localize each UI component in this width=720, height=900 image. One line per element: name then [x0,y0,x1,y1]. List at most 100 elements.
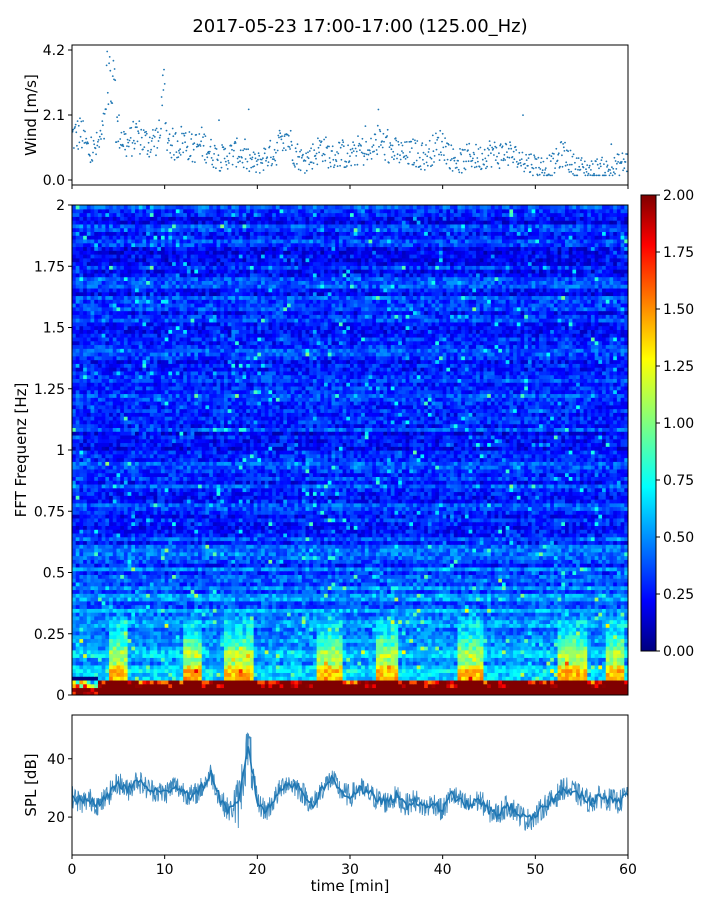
spectrogram-cell [350,680,354,684]
spectrogram-cell [357,601,361,605]
spectrogram-cell [139,627,143,631]
spectrogram-cell [202,608,206,612]
spectrogram-cell [254,657,258,661]
spectrogram-cell [502,684,506,688]
spectrogram-cell [483,620,487,624]
spectrogram-cell [272,593,276,597]
spectrogram-cell [469,635,473,639]
wind-point [431,164,433,166]
spectrogram-cell [142,601,146,605]
wind-point [599,163,601,165]
spectrogram-cell [383,627,387,631]
spectrogram-cell [391,601,395,605]
wind-point [319,144,321,146]
spectrogram-cell [446,669,450,673]
spectrogram-cell [124,654,128,658]
spectrogram-cell [150,661,154,665]
wind-point [158,119,160,121]
spectrogram-cell [450,650,454,654]
spectrogram-cell [79,680,83,684]
spectrogram-cell [183,593,187,597]
spectrogram-cell [591,642,595,646]
spectrogram-cell [306,665,310,669]
spectrogram-cell [328,687,332,691]
spectrogram-cell [487,627,491,631]
spectrogram-cell [554,687,558,691]
spectrogram-cell [550,623,554,627]
spectrogram-cell [179,680,183,684]
spectrogram-cell [306,620,310,624]
wind-point [598,167,600,169]
spectrogram-cell [554,680,558,684]
spectrogram-cell [116,631,120,635]
spectrogram-cell [306,601,310,605]
wind-point [203,145,205,147]
spectrogram-cell [595,676,599,680]
spectrogram-cell [365,680,369,684]
spectrogram-cell [558,657,562,661]
spectrogram-cell [602,635,606,639]
wind-point [309,150,311,152]
spectrogram-cell [320,669,324,673]
spectrogram-cell [372,612,376,616]
spectrogram-cell [187,676,191,680]
spectrogram-cell [554,638,558,642]
spectrogram-cell [509,657,513,661]
spectrogram-cell [465,684,469,688]
spectrogram-cell [187,680,191,684]
wind-point [450,159,452,161]
spectrogram-cell [569,650,573,654]
spectrogram-cell [276,672,280,676]
spectrogram-cell [135,589,139,593]
spectrogram-cell [584,605,588,609]
wind-point [414,139,416,141]
spectrogram-cell [391,680,395,684]
spectrogram-cell [509,605,513,609]
spectrogram-cell [369,657,373,661]
spectrogram-cell [502,680,506,684]
wind-point [382,147,384,149]
spectrogram-cell [228,638,232,642]
spectrogram-cell [194,665,198,669]
spectrogram-cell [168,665,172,669]
spectrogram-cell [183,631,187,635]
spectrogram-cell [432,605,436,609]
spectrogram-cell [580,687,584,691]
spectrogram-cell [372,627,376,631]
spectrogram-cell [561,612,565,616]
spectrogram-cell [335,608,339,612]
spectrogram-cell [546,654,550,658]
spectrogram-cell [209,612,213,616]
spectrogram-cell [580,638,584,642]
spectrogram-cell [398,616,402,620]
spectrogram-cell [265,601,269,605]
spectrogram-cell [480,654,484,658]
wind-point [540,162,542,164]
spectrogram-cell [135,627,139,631]
spectrogram-cell [280,593,284,597]
spectrogram-cell [213,687,217,691]
spectrogram-cell [398,597,402,601]
spectrogram-cell [435,665,439,669]
spectrogram-cell [606,631,610,635]
spectrogram-cell [513,605,517,609]
spectrogram-cell [602,631,606,635]
wind-point [350,165,352,167]
spectrogram-cell [224,627,228,631]
spectrogram-cell [606,665,610,669]
spectrogram-cell [380,635,384,639]
spectrogram-cell [261,680,265,684]
spectrogram-cell [521,601,525,605]
spectrogram-cell [454,608,458,612]
wind-point [74,126,76,128]
wind-point [242,150,244,152]
spectrogram-cell [257,646,261,650]
spectrogram-cell [394,665,398,669]
spectrogram-cell [598,593,602,597]
spectrogram-cell [417,665,421,669]
spectrogram-cell [276,597,280,601]
wind-point [121,132,123,134]
spectrogram-cell [532,654,536,658]
spectrogram-cell [283,616,287,620]
spectrogram-cell [621,620,625,624]
